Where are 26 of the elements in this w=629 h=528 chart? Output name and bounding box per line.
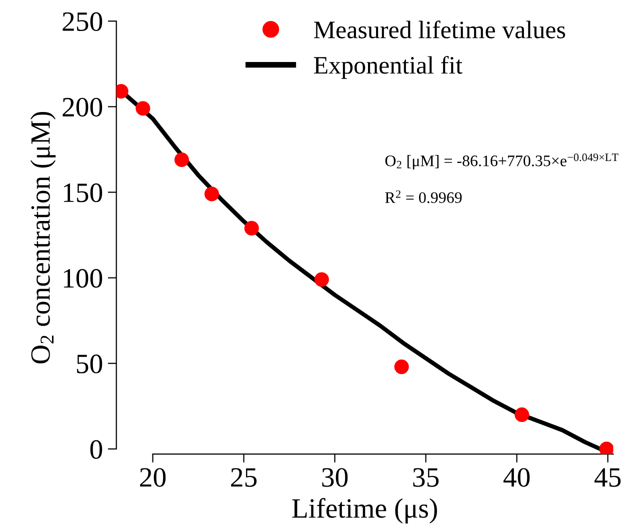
- y-tick-label: 0: [90, 440, 102, 459]
- point: [599, 442, 614, 454]
- x-tick-label: 25: [231, 468, 257, 487]
- x-tick-label: 20: [140, 468, 166, 487]
- x-tick-label: 30: [322, 468, 348, 487]
- y-tick-label: 150: [64, 183, 102, 202]
- legend-label: Measured lifetime values: [314, 20, 566, 38]
- x-tick-label: 40: [503, 468, 530, 487]
- point: [174, 152, 189, 168]
- y-tick-label: 100: [64, 268, 102, 288]
- point: [204, 186, 220, 202]
- x-tick-label: 45: [594, 468, 621, 487]
- point: [314, 272, 329, 287]
- point: [394, 360, 409, 374]
- x-axis-title: Lifetime (μs): [292, 498, 437, 524]
- y-tick-label: 200: [62, 98, 102, 117]
- point: [136, 101, 150, 116]
- x-tick-label: 35: [413, 468, 439, 487]
- y-tick-label: 50: [77, 354, 102, 374]
- y-tick-label: 250: [62, 12, 102, 32]
- point: [514, 407, 530, 422]
- point: [244, 220, 259, 236]
- annotation: R$^{2}$ = 0.9969: [385, 190, 462, 204]
- y-axis-title: O$_{2}$ concentration (μM): [30, 112, 56, 364]
- annotation: O$_{2}$ [μM] = -86.16+770.35×e$^{−0.049×LT}$: [385, 154, 618, 170]
- legend-label: Exponential fit: [314, 56, 462, 79]
